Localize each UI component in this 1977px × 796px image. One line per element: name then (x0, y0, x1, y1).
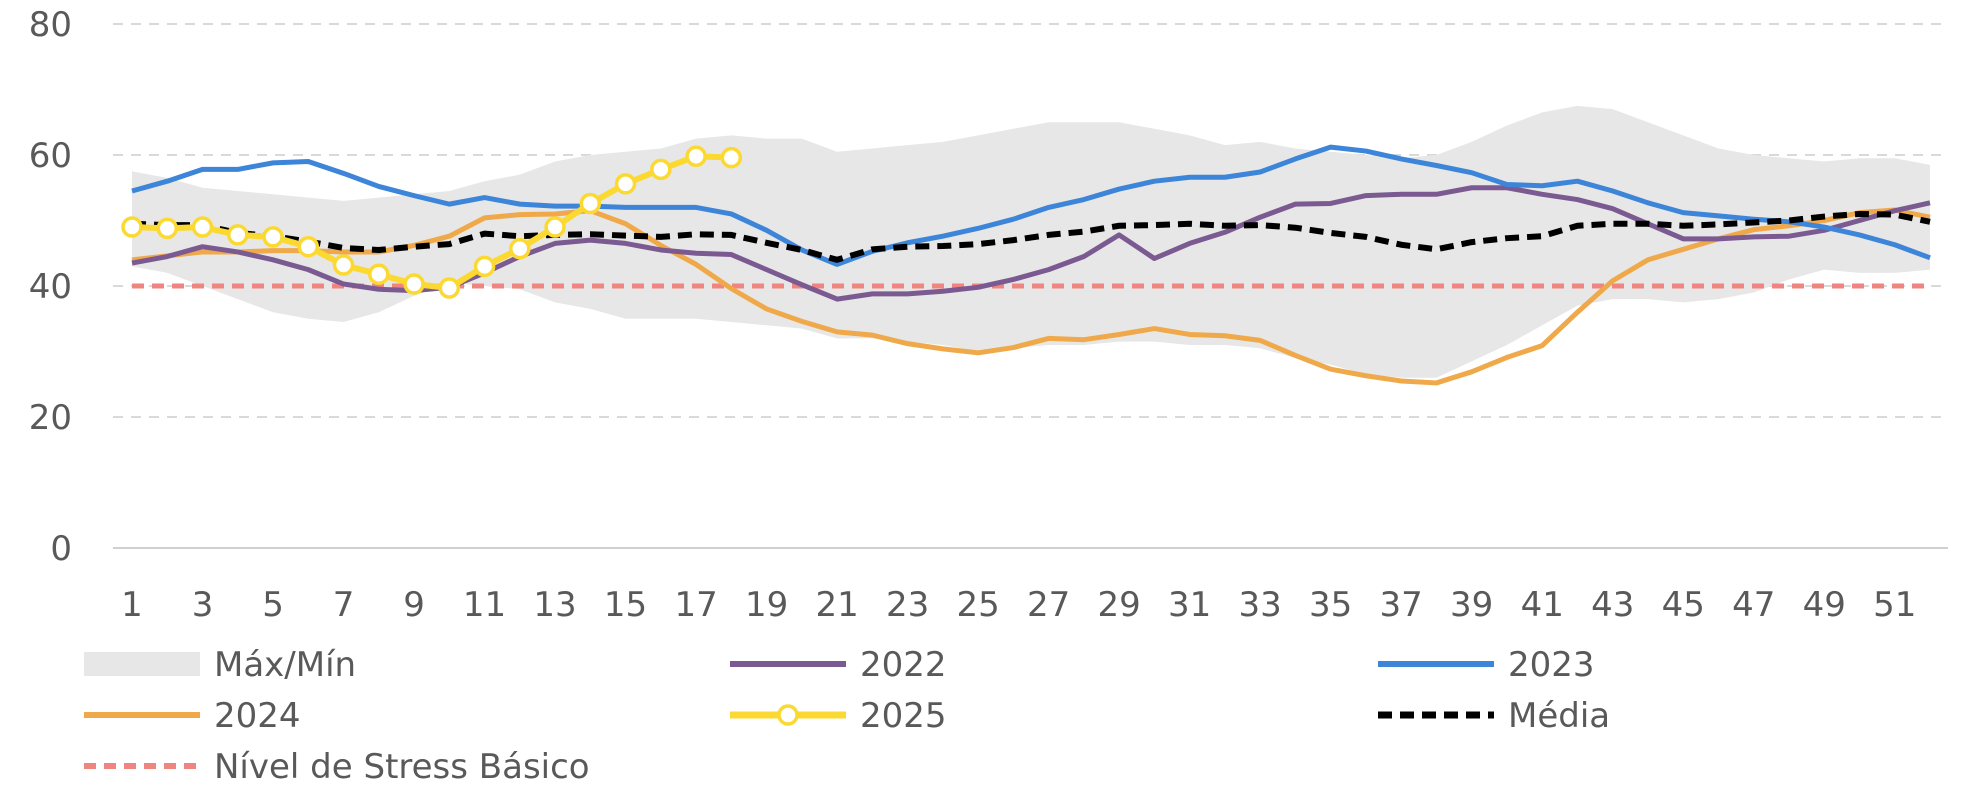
x-tick-label: 45 (1662, 585, 1705, 625)
legend-label: 2024 (214, 696, 301, 736)
legend-label: 2023 (1508, 645, 1595, 685)
y-tick-label: 40 (29, 267, 72, 307)
x-tick-label: 35 (1309, 585, 1352, 625)
series-2025-marker (473, 255, 496, 278)
y-axis-tick-labels: 0 20 40 60 80 (29, 5, 72, 569)
x-tick-label: 23 (886, 585, 929, 625)
series-2025-marker (297, 235, 320, 258)
legend-swatch-band (84, 652, 200, 676)
series-2025-marker (403, 273, 425, 295)
series-2025-marker (614, 173, 637, 195)
x-tick-label: 29 (1098, 585, 1141, 625)
series-2025-marker (262, 226, 284, 248)
legend-swatch-marker (777, 704, 799, 726)
x-tick-label: 19 (745, 585, 788, 625)
x-tick-label: 39 (1450, 585, 1493, 625)
series-line-2024 (131, 207, 1931, 386)
x-tick-label: 43 (1591, 585, 1634, 625)
x-tick-label: 3 (192, 585, 214, 625)
series-2025-markers (121, 145, 743, 299)
x-tick-label: 5 (262, 585, 284, 625)
series-2025-marker (227, 224, 249, 246)
series-2025-marker (509, 237, 531, 260)
x-tick-label: 15 (604, 585, 647, 625)
x-tick-label: 11 (463, 585, 506, 625)
x-tick-label: 1 (121, 585, 143, 625)
x-tick-label: 13 (533, 585, 576, 625)
y-tick-label: 0 (50, 529, 72, 569)
x-tick-label: 33 (1239, 585, 1282, 625)
y-tick-label: 20 (29, 398, 72, 438)
series-2025-marker (368, 263, 390, 285)
x-tick-label: 49 (1803, 585, 1846, 625)
series-2025-marker (438, 277, 461, 299)
x-tick-label: 27 (1027, 585, 1070, 625)
x-tick-label: 41 (1521, 585, 1564, 625)
series-line-m-dia (131, 210, 1931, 263)
series-2025-marker (156, 217, 179, 240)
x-tick-label: 9 (403, 585, 425, 625)
x-axis-tick-labels: 1 3 5 7 9 11 13 15 17 19 21 23 25 27 29 31 33 35 37 39 41 43 4… (121, 585, 1916, 625)
legend: Máx/Mín 2022 2023 2024 2025 Média Nível de Str… (84, 645, 1610, 787)
x-tick-label: 51 (1873, 585, 1916, 625)
x-tick-label: 25 (956, 585, 999, 625)
x-tick-label: 21 (815, 585, 858, 625)
x-tick-label: 7 (333, 585, 355, 625)
series-2025-marker (579, 192, 602, 215)
y-tick-label: 80 (29, 5, 72, 45)
series-2025-marker (685, 145, 707, 168)
x-tick-label: 37 (1380, 585, 1423, 625)
y-tick-label: 60 (29, 136, 72, 176)
max-min-band (132, 105, 1930, 378)
series-2025-marker (544, 216, 566, 238)
legend-label: Média (1508, 696, 1610, 736)
series-2025-marker (191, 216, 214, 238)
legend-label: Nível de Stress Básico (214, 747, 590, 787)
x-tick-label: 47 (1732, 585, 1775, 625)
legend-label: 2025 (860, 696, 947, 736)
series-2025-marker (121, 216, 143, 238)
grid-lines (113, 23, 1948, 549)
band-max-min (132, 105, 1930, 378)
legend-label: 2022 (860, 645, 947, 685)
legend-label: Máx/Mín (214, 645, 356, 685)
x-tick-label: 17 (674, 585, 717, 625)
series-2025-marker (650, 158, 672, 181)
x-tick-label: 31 (1168, 585, 1211, 625)
series-line-2023 (131, 144, 1931, 267)
series-2025-marker (720, 146, 743, 169)
series-2025-marker (332, 254, 355, 276)
